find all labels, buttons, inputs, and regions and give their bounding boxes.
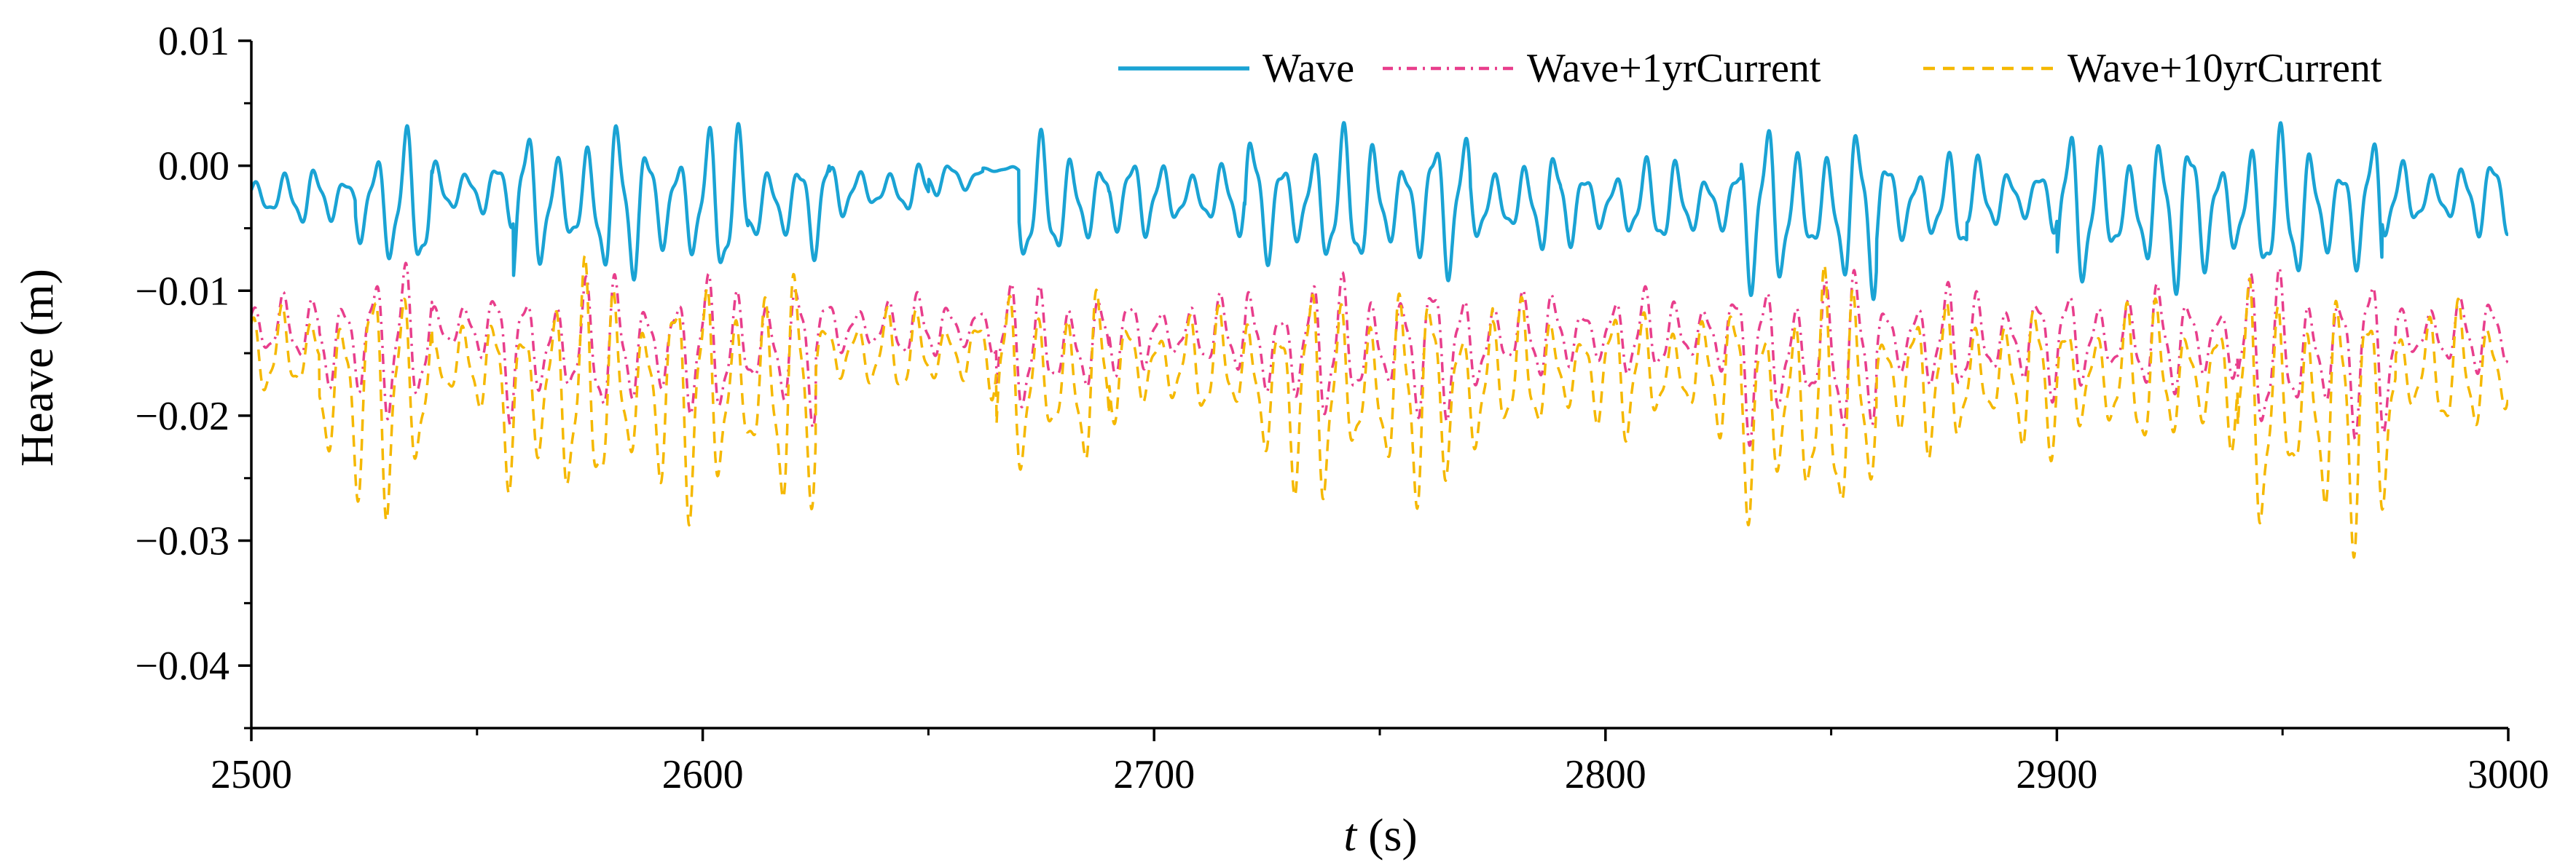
x-tick-label: 2700 <box>1113 752 1195 797</box>
y-axis-title: Heave (m) <box>11 269 63 467</box>
y-tick-label: 0.01 <box>158 19 229 64</box>
x-tick-label: 2600 <box>662 752 744 797</box>
y-tick-label: −0.03 <box>135 519 229 564</box>
y-tick-label: 0.00 <box>158 144 229 189</box>
legend: Wave Wave+1yrCurrent Wave+10yrCurrent <box>1118 46 2382 91</box>
plot-series-group <box>251 121 2508 559</box>
y-tick-label: −0.02 <box>135 394 229 439</box>
legend-label: Wave <box>1263 46 1354 91</box>
x-axis-title-unit: (s) <box>1356 809 1418 861</box>
y-tick-label: −0.01 <box>135 269 229 314</box>
x-tick-label: 2500 <box>211 752 292 797</box>
y-tick-label: −0.04 <box>135 644 229 689</box>
series-line-wave <box>251 121 2508 301</box>
x-tick-label: 2900 <box>2016 752 2097 797</box>
x-tick-label: 2800 <box>1565 752 1646 797</box>
x-axis-title: t (s) <box>1343 809 1417 861</box>
ticks-group: 2500 2600 2700 2800 2900 3000 0.01 0.00 −0.01 −0.… <box>135 19 2549 797</box>
legend-label: Wave+10yrCurrent <box>2068 46 2382 91</box>
x-tick-label: 3000 <box>2467 752 2549 797</box>
series-line-wave-1yrcurrent <box>251 261 2508 447</box>
legend-label: Wave+1yrCurrent <box>1527 46 1821 91</box>
x-axis-title-symbol: t <box>1343 809 1358 861</box>
series-line-wave-10yrcurrent <box>251 254 2508 559</box>
